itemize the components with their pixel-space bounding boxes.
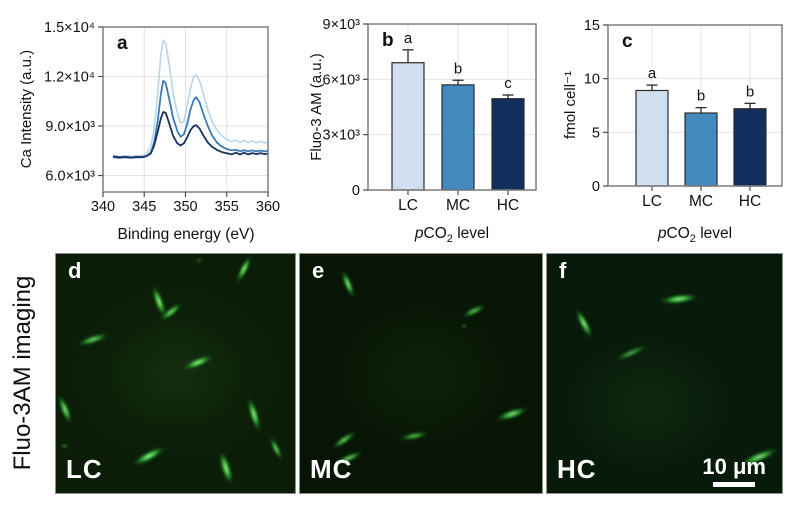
bar-HC [733,108,767,187]
fluorescent-cell [267,434,285,462]
svg-text:0: 0 [592,179,600,195]
fluorescent-cell [244,395,264,433]
svg-text:a: a [404,30,413,47]
panel-a-y-axis-label: Ca Intensity (a.u.) [18,49,35,169]
svg-text:3×10³: 3×10³ [323,128,361,144]
fluorescent-cell [329,428,359,452]
svg-text:b: b [746,83,754,100]
fluorescent-cell [461,324,467,328]
bar-MC [684,112,718,187]
svg-text:c: c [622,31,633,52]
svg-text:10: 10 [584,72,600,88]
svg-text:MC: MC [446,197,470,214]
micrograph-panel-d: d LC [55,253,296,494]
panel-letter-e: e [312,258,325,283]
pco2-sub: 2 [446,233,453,246]
pco2-main: CO [423,225,447,242]
svg-text:MC: MC [689,193,713,210]
scale-bar: 10 μm [702,454,766,487]
plot-frame [607,24,783,187]
background-haze [307,279,537,469]
dark-navy-trace [112,111,269,159]
fluorescent-cell [572,305,596,341]
svg-text:5: 5 [592,125,600,141]
fluorescent-cell [338,268,358,300]
fluorescent-cell [398,429,430,443]
svg-text:LC: LC [642,193,662,210]
condition-label-mc: MC [310,454,353,484]
svg-text:350: 350 [173,199,197,215]
fluorescent-cell [148,283,170,319]
row-imaging-label: Fluo-3AM imaging [9,275,36,471]
bar-MC [441,84,475,191]
svg-text:6×10³: 6×10³ [323,72,361,88]
svg-text:340: 340 [91,199,115,215]
fluorescent-cell [215,449,237,487]
panel-letter-d: d [68,258,82,283]
panel-b-y-axis-label: Fluo-3 AM (a.u.) [308,53,325,161]
svg-text:b: b [382,30,394,51]
fluorescent-cell [612,342,650,364]
scale-bar-label: 10 μm [702,454,766,479]
fluorescent-cell [157,300,185,324]
svg-text:355: 355 [215,199,239,215]
panel-c-chart: a LC b MC b HC 0 5 10 15 c [584,18,783,210]
mid-blue-trace [112,79,269,159]
pco2-main: CO [666,225,690,242]
svg-text:a: a [117,33,128,54]
panel-c-y-axis-label: fmol cell⁻¹ [562,71,579,139]
svg-text:9.0×10³: 9.0×10³ [45,119,95,135]
bar-LC [391,62,425,191]
pco2-sub: 2 [689,233,696,246]
fluorescent-cell [130,443,168,469]
svg-text:6.0×10³: 6.0×10³ [45,169,95,185]
fluorescent-cell [195,257,203,263]
panel-b-x-axis-label: pCO2 level [352,224,552,246]
bar-HC [491,98,525,191]
charts-canvas: 340 345 350 355 360 6.0×10³ 9.0×10³ 1.2×10⁴ 1.5×… [44,17,783,215]
svg-text:b: b [454,60,462,77]
svg-text:345: 345 [132,199,156,215]
plot-frame [367,23,537,191]
pco2-rest: level [452,225,490,242]
svg-text:1.2×10⁴: 1.2×10⁴ [44,70,95,86]
panel-b-chart: a LC b MC c HC 0 3×10³ 6×10³ 9×10³ b [323,17,537,214]
fluorescent-cell [75,329,111,349]
panel-c-x-axis-label: pCO2 level [595,224,795,246]
svg-text:LC: LC [398,197,418,214]
svg-text:9×10³: 9×10³ [323,17,361,33]
pco2-italic-p: p [414,225,424,242]
scale-bar-line [713,482,756,487]
bar-LC [635,89,669,187]
fluorescent-cell [494,403,530,425]
light-blue-trace [112,39,269,158]
fluorescent-cell [59,443,69,449]
svg-text:HC: HC [739,193,761,210]
condition-label-lc: LC [66,454,103,484]
fluorescent-cell [460,301,488,321]
fluorescent-cell [181,351,215,373]
micrograph-panel-f: f HC 10 μm [546,253,783,494]
fluorescent-cell [56,392,76,426]
condition-label-hc: HC [557,454,597,484]
svg-text:a: a [648,65,657,82]
svg-text:360: 360 [256,199,280,215]
svg-text:0: 0 [352,183,360,199]
background-haze [66,284,286,464]
pco2-italic-p: p [657,225,667,242]
svg-text:c: c [504,75,512,92]
panel-a-chart: 340 345 350 355 360 6.0×10³ 9.0×10³ 1.2×10⁴ 1.5×… [44,20,280,215]
fluorescent-cell [658,291,700,307]
svg-text:HC: HC [497,197,519,214]
svg-text:b: b [697,88,705,105]
micrograph-panel-e: e MC [299,253,543,494]
svg-text:15: 15 [584,18,600,34]
panel-a-x-axis-label: Binding energy (eV) [117,226,255,243]
pco2-rest: level [695,225,733,242]
panel-letter-f: f [559,258,567,283]
fluorescent-cell [233,254,255,285]
svg-text:1.5×10⁴: 1.5×10⁴ [44,20,95,36]
